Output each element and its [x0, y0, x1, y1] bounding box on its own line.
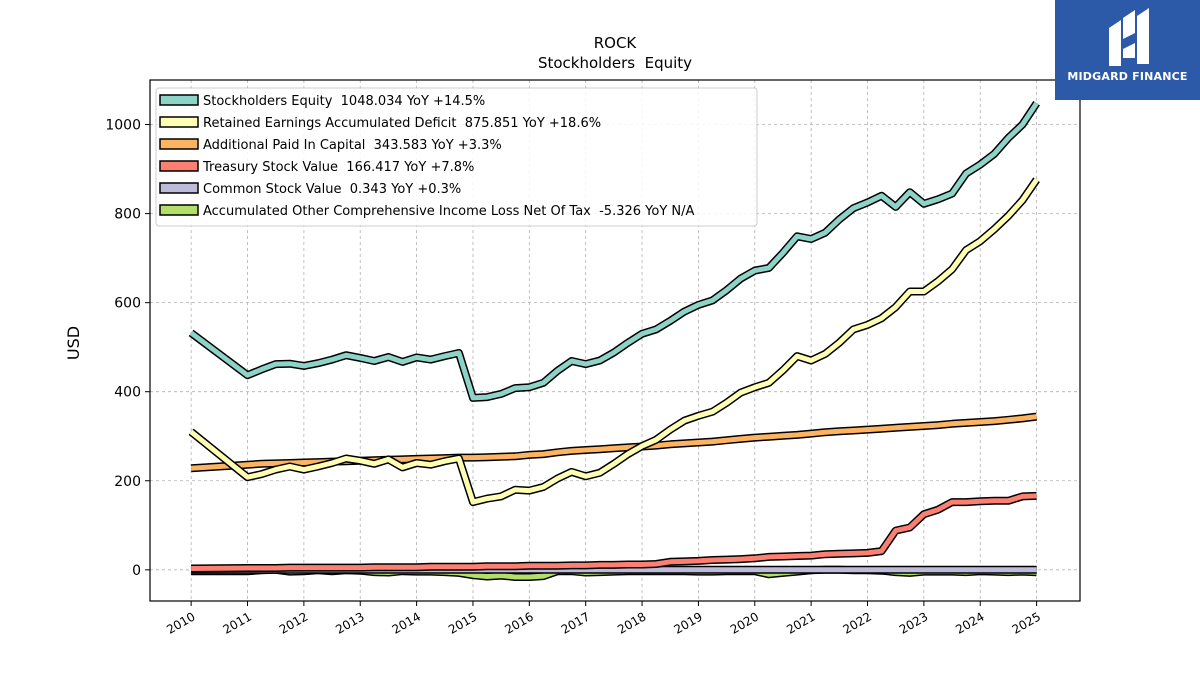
y-axis-label: USD [64, 326, 83, 360]
chart-title: ROCK [594, 34, 638, 52]
y-tick-label: 800 [114, 207, 141, 223]
x-tick-label: 2017 [559, 609, 592, 636]
x-tick-label: 2022 [841, 609, 874, 636]
series-lines [188, 100, 1040, 581]
y-tick-label: 0 [132, 563, 141, 579]
series-line [188, 100, 1040, 402]
x-tick-label: 2012 [277, 609, 310, 636]
series-outline [191, 491, 1037, 573]
series-stroke [191, 493, 1037, 571]
legend-label: Common Stock Value 0.343 YoY +0.3% [203, 182, 461, 197]
series-stroke [189, 178, 1039, 505]
x-tick-label: 2015 [446, 609, 479, 636]
series-line [188, 177, 1040, 507]
x-tick-label: 2020 [728, 609, 761, 636]
series-stroke [189, 101, 1039, 401]
x-tick-label: 2014 [390, 609, 423, 636]
legend-swatch [159, 204, 199, 216]
y-tick-label: 600 [114, 296, 141, 312]
x-tick-label: 2018 [615, 609, 648, 636]
legend-box [155, 87, 758, 227]
legend-label: Accumulated Other Comprehensive Income L… [203, 204, 694, 219]
x-tick-label: 2016 [502, 609, 535, 636]
x-tick-label: 2010 [164, 609, 197, 636]
legend-swatch [159, 160, 199, 172]
legend-label: Retained Earnings Accumulated Deficit 87… [203, 116, 601, 131]
legend-swatch [159, 116, 199, 128]
x-tick-label: 2021 [784, 609, 817, 636]
legend-swatch [159, 138, 199, 150]
y-tick-label: 1000 [105, 118, 141, 134]
x-tick-label: 2013 [333, 609, 366, 636]
x-tick-label: 2024 [953, 609, 986, 636]
legend-swatch [159, 94, 199, 106]
legend-label: Treasury Stock Value 166.417 YoY +7.8% [202, 160, 474, 175]
chart-subtitle: Stockholders Equity [538, 54, 692, 72]
brand-logo: MIDGARD FINANCE [1055, 0, 1200, 100]
y-tick-label: 200 [114, 474, 141, 490]
plot-frame [149, 79, 1081, 602]
legend-label: Additional Paid In Capital 343.583 YoY +… [203, 138, 502, 153]
legend: Stockholders Equity 1048.034 YoY +14.5% R… [155, 87, 758, 227]
series-line [191, 491, 1037, 573]
x-tick-label: 2019 [671, 609, 704, 636]
x-tick-label: 2011 [221, 609, 254, 636]
series-outline [188, 177, 1040, 507]
x-tick-label: 2023 [897, 609, 930, 636]
midgard-logo-icon [1109, 8, 1149, 66]
legend-label: Stockholders Equity 1048.034 YoY +14.5% [203, 94, 485, 109]
logo-text: MIDGARD FINANCE [1067, 70, 1188, 83]
legend-swatch [159, 182, 199, 194]
x-tick-label: 2025 [1010, 609, 1043, 636]
y-tick-label: 400 [114, 385, 141, 401]
